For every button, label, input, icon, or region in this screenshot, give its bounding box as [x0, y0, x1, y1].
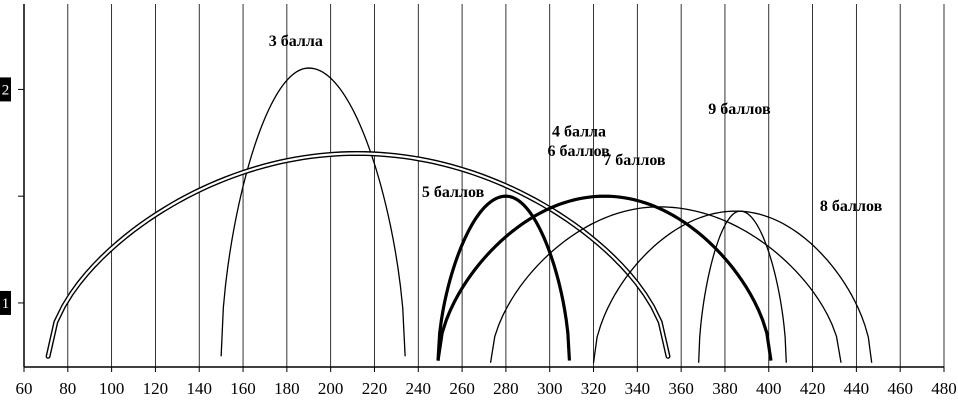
series-label-2: 4 балла	[552, 123, 606, 140]
x-tick-label-480: 480	[931, 379, 957, 398]
series-arc-7	[698, 210, 787, 363]
grid-lines	[67, 4, 945, 367]
series-label-6: 8 баллов	[820, 198, 883, 215]
x-tick-label-180: 180	[274, 379, 300, 398]
x-tick-label-200: 200	[318, 379, 344, 398]
y-marker-label: 2	[2, 82, 10, 98]
x-tick-label-260: 260	[449, 379, 475, 398]
x-tick-label-280: 280	[493, 379, 519, 398]
y-axis-ticks	[18, 88, 24, 304]
series-arc-4	[436, 194, 773, 361]
x-tick-label-80: 80	[59, 379, 76, 398]
x-tick-label-420: 420	[800, 379, 826, 398]
series-label-7: 9 баллов	[708, 101, 771, 118]
series-arc-3	[436, 194, 572, 361]
series-arc-1	[220, 67, 406, 357]
series-label-3: 5 баллов	[422, 184, 485, 201]
x-tick-label-160: 160	[230, 379, 256, 398]
x-tick-label-360: 360	[668, 379, 694, 398]
series-label-5: 7 баллов	[603, 152, 666, 169]
y-marker-2: 2	[0, 77, 11, 102]
x-tick-label-240: 240	[406, 379, 432, 398]
y-marker-1: 1	[0, 290, 11, 315]
x-tick-label-140: 140	[186, 379, 212, 398]
series-arc-6	[592, 210, 873, 363]
x-tick-label-440: 440	[844, 379, 870, 398]
x-tick-label-320: 320	[581, 379, 607, 398]
x-tick-label-300: 300	[537, 379, 563, 398]
series-arc-2	[45, 150, 671, 359]
series-arcs	[45, 67, 873, 363]
x-tick-label-400: 400	[756, 379, 782, 398]
x-tick-label-220: 220	[362, 379, 388, 398]
x-tick-label-100: 100	[99, 379, 125, 398]
y-marker-label: 1	[2, 296, 10, 312]
x-tick-label-340: 340	[625, 379, 651, 398]
x-tick-label-120: 120	[143, 379, 169, 398]
x-tick-label-60: 60	[16, 379, 33, 398]
series-label-1: 3 балла	[269, 33, 323, 50]
series-label-4: 6 баллов	[547, 143, 610, 160]
y-markers: 21	[0, 77, 11, 315]
x-tick-label-380: 380	[712, 379, 738, 398]
series-arc-5	[489, 206, 842, 363]
x-tick-label-460: 460	[887, 379, 913, 398]
x-tick-labels: 60 80 100 120 140 160 180 200 220 240 260 280 300 320…	[16, 367, 957, 398]
